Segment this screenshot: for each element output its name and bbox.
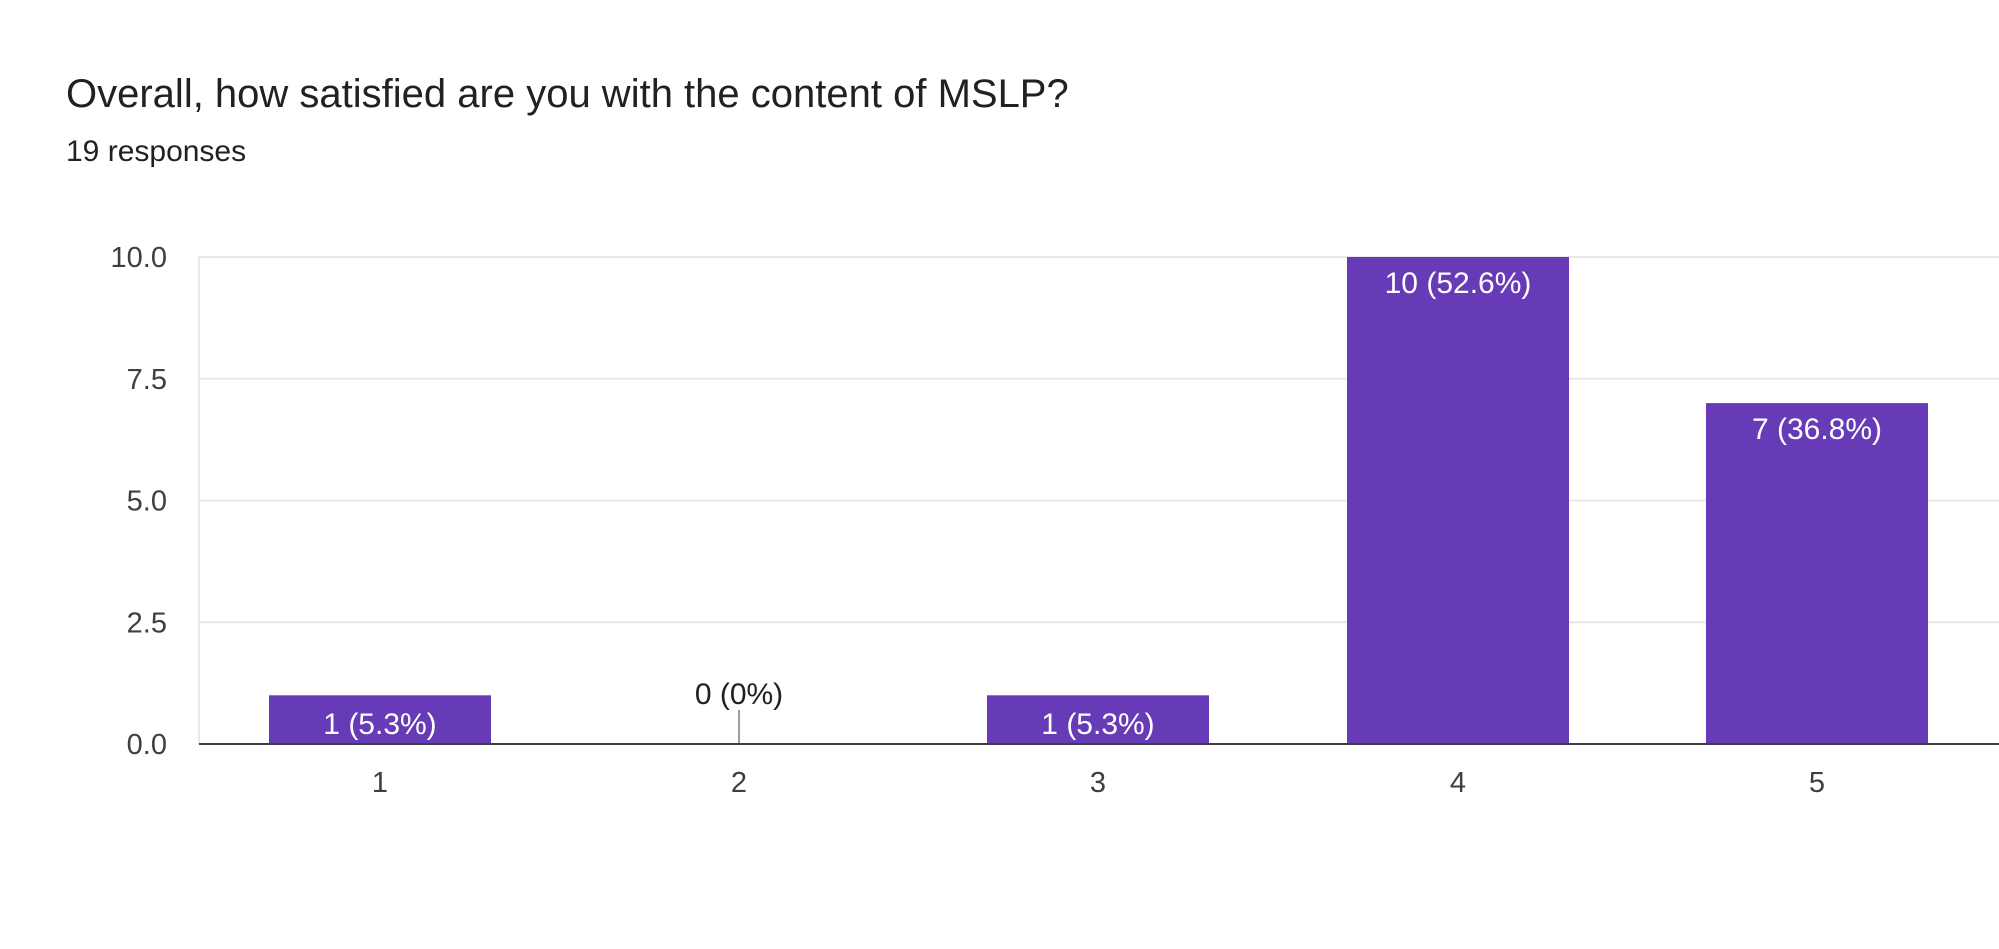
bars [269, 257, 1928, 744]
bar-5 [1706, 403, 1928, 744]
data-label-2: 0 (0%) [695, 678, 783, 711]
bar-1 [269, 695, 491, 744]
x-tick-label: 3 [1090, 767, 1106, 799]
data-label-3: 1 (5.3%) [1041, 708, 1154, 741]
y-tick-label: 10.0 [111, 242, 167, 274]
data-label-4: 10 (52.6%) [1385, 267, 1532, 300]
x-tick-label: 5 [1809, 767, 1825, 799]
bar-4 [1347, 257, 1569, 744]
gridlines [198, 256, 1999, 744]
question-title: Overall, how satisfied are you with the … [66, 72, 1069, 116]
y-tick-label: 2.5 [127, 607, 167, 639]
x-tick-label: 2 [731, 767, 747, 799]
response-count: 19 responses [66, 135, 247, 168]
y-tick-label: 0.0 [127, 729, 167, 761]
labels: 0.0 2.5 5.0 7.5 10.0 1 (5.3%) 1 0 (0%) 2 1 (5.3%)… [111, 242, 1882, 799]
bar-3 [987, 695, 1209, 744]
y-tick-label: 7.5 [127, 364, 167, 396]
x-tick-label: 1 [372, 767, 388, 799]
data-label-1: 1 (5.3%) [323, 708, 436, 741]
x-tick-label: 4 [1450, 767, 1466, 799]
data-label-5: 7 (36.8%) [1752, 413, 1882, 446]
y-tick-label: 5.0 [127, 486, 167, 518]
